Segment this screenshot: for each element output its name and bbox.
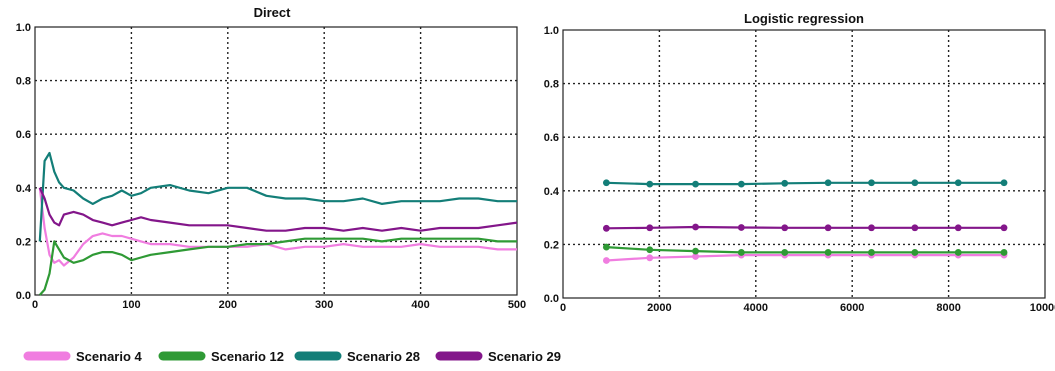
data-point-scenario-4 [602,257,610,264]
data-point-scenario-12 [911,249,919,256]
x-tick-label: 200 [219,299,237,311]
legend-item-scenario-29: Scenario 29 [435,349,561,364]
data-point-scenario-29 [602,224,610,232]
data-point-scenario-28 [1000,179,1008,187]
y-tick-label: 1.0 [16,22,31,34]
data-point-scenario-12 [1000,249,1008,256]
data-point-scenario-12 [868,249,875,256]
x-tick-label: 100 [122,299,140,311]
y-tick-label: 0.0 [16,290,31,302]
x-tick-label: 0 [560,302,566,314]
data-point-scenario-12 [954,249,962,256]
data-point-scenario-29 [646,224,654,232]
data-point-scenario-12 [824,249,832,256]
legend-item-scenario-12: Scenario 12 [158,349,284,364]
legend: Scenario 4 Scenario 12 Scenario 28 Scenario… [23,349,561,364]
series-line-scenario-4 [38,187,517,267]
y-tick-label: 0.4 [16,183,32,195]
data-point-scenario-12 [737,249,745,256]
y-tick-label: 1.0 [544,25,559,37]
series-line-scenario-12 [38,237,517,296]
chart-direct: Direct 0 100 200 300 400 500 0.0 0.2 0.4 0.6 0.8 1.… [16,5,526,311]
legend-label: Scenario 4 [76,349,143,364]
series-line-scenario-4 [606,254,1004,262]
data-point-scenario-28 [954,179,962,187]
data-point-scenario-28 [868,179,875,187]
x-tick-label: 2000 [647,302,671,314]
series-line-scenario-29 [38,187,518,232]
data-point-scenario-12 [781,249,789,256]
y-tick-label: 0.4 [544,186,560,198]
data-point-scenario-4 [646,254,654,262]
chart-logistic-regression: Logistic regression 0 2000 4000 6000 8000 100… [544,11,1055,314]
data-point-scenario-28 [781,179,789,187]
data-point-scenario-4 [692,253,699,260]
series-line-scenario-12 [606,246,1004,254]
data-point-scenario-28 [602,179,610,187]
y-tick-label: 0.6 [16,129,31,141]
data-point-scenario-29 [824,224,832,232]
y-tick-label: 0.2 [16,236,31,248]
data-point-scenario-29 [954,224,962,232]
x-tick-label: 300 [315,299,333,311]
series-line-scenario-29 [606,225,1004,230]
data-point-scenario-12 [646,246,654,254]
data-point-scenario-29 [911,224,919,232]
legend-item-scenario-4: Scenario 4 [23,349,143,364]
plot-frame [34,26,518,296]
data-point-scenario-29 [1000,224,1008,232]
legend-item-scenario-28: Scenario 28 [294,349,420,364]
series-line-scenario-28 [38,151,517,242]
data-point-scenario-28 [692,180,699,188]
data-point-scenario-28 [824,179,832,187]
x-tick-label: 4000 [744,302,768,314]
x-tick-label: 0 [32,299,38,311]
data-point-scenario-12 [602,243,610,251]
plot-frame [562,29,1046,299]
chart-title-logistic-regression: Logistic regression [744,11,864,26]
data-point-scenario-28 [911,179,919,187]
x-tick-label: 6000 [840,302,864,314]
data-point-scenario-12 [692,247,699,255]
x-tick-label: 8000 [936,302,960,314]
legend-label: Scenario 28 [347,349,420,364]
series-line-scenario-28 [606,181,1004,186]
y-tick-label: 0.0 [544,293,559,305]
y-tick-label: 0.6 [544,132,559,144]
y-tick-label: 0.8 [544,79,559,91]
data-point-scenario-29 [781,224,789,232]
data-point-scenario-28 [646,180,654,188]
x-tick-label: 500 [508,299,526,311]
y-tick-label: 0.2 [544,239,559,251]
chart-title-direct: Direct [254,5,292,20]
legend-label: Scenario 29 [488,349,561,364]
y-tick-label: 0.8 [16,76,31,88]
x-tick-label: 400 [411,299,429,311]
data-point-scenario-29 [692,223,699,231]
data-point-scenario-29 [868,224,875,232]
data-point-scenario-28 [737,180,745,188]
legend-label: Scenario 12 [211,349,284,364]
data-point-scenario-29 [737,224,745,231]
